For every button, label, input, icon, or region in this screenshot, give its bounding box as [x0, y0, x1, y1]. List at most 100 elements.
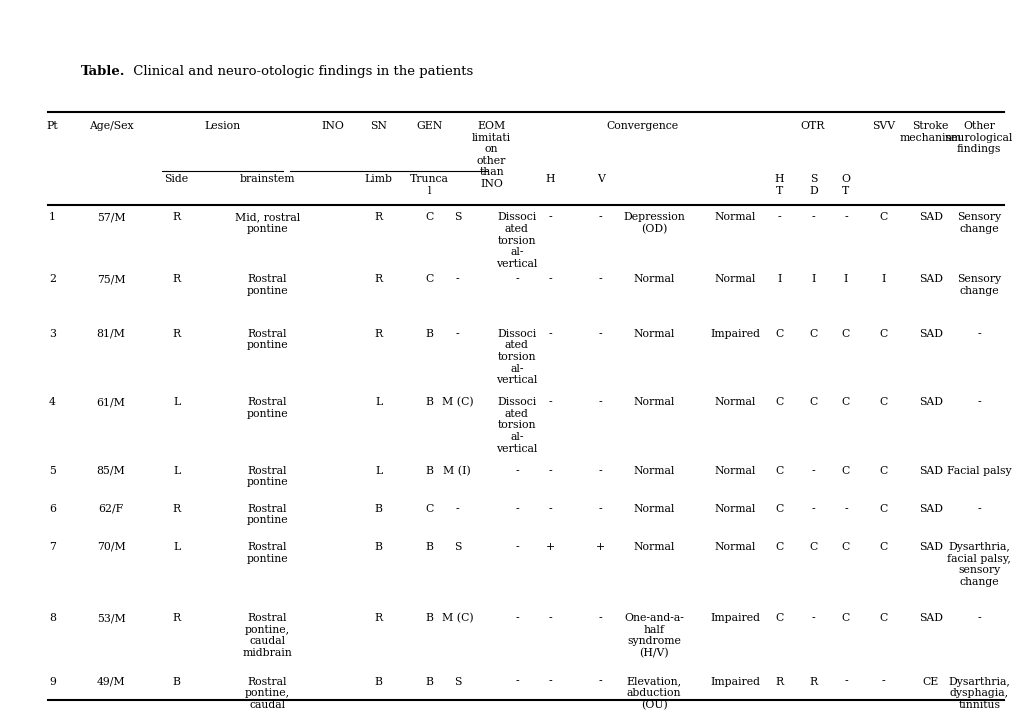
- Text: -: -: [598, 397, 602, 408]
- Text: -: -: [976, 397, 980, 408]
- Text: 70/M: 70/M: [97, 542, 125, 552]
- Text: -: -: [515, 274, 519, 284]
- Text: R: R: [172, 274, 180, 284]
- Text: Age/Sex: Age/Sex: [89, 121, 133, 131]
- Text: B: B: [374, 542, 382, 552]
- Text: 49/M: 49/M: [97, 677, 125, 686]
- Text: Dissoci
ated
torsion
al-
vertical: Dissoci ated torsion al- vertical: [495, 397, 537, 454]
- Text: -: -: [776, 212, 781, 222]
- Text: -: -: [515, 613, 519, 624]
- Text: C: C: [809, 329, 817, 339]
- Text: 53/M: 53/M: [97, 613, 125, 624]
- Text: H
T: H T: [773, 174, 784, 196]
- Text: C: C: [878, 212, 887, 222]
- Text: Normal: Normal: [633, 466, 675, 476]
- Text: -: -: [548, 397, 551, 408]
- Text: SVV: SVV: [871, 121, 894, 131]
- Text: B: B: [425, 329, 432, 339]
- Text: C: C: [425, 274, 433, 284]
- Text: 5: 5: [49, 466, 56, 476]
- Text: B: B: [374, 677, 382, 686]
- Text: SN: SN: [370, 121, 386, 131]
- Text: -: -: [811, 212, 815, 222]
- Text: -: -: [598, 212, 602, 222]
- Text: 1: 1: [49, 212, 56, 222]
- Text: -: -: [455, 504, 459, 514]
- Text: C: C: [425, 504, 433, 514]
- Text: M (C): M (C): [441, 613, 473, 624]
- Text: C: C: [774, 504, 783, 514]
- Text: H: H: [545, 174, 554, 184]
- Text: C: C: [878, 329, 887, 339]
- Text: C: C: [841, 329, 849, 339]
- Text: -: -: [811, 466, 815, 476]
- Text: Rostral
pontine: Rostral pontine: [247, 504, 288, 526]
- Text: -: -: [976, 504, 980, 514]
- Text: CE: CE: [922, 677, 937, 686]
- Text: I: I: [811, 274, 815, 284]
- Text: Impaired: Impaired: [709, 677, 759, 686]
- Text: -: -: [455, 274, 459, 284]
- Text: C: C: [774, 466, 783, 476]
- Text: -: -: [515, 677, 519, 686]
- Text: Other
neurological
findings: Other neurological findings: [945, 121, 1013, 154]
- Text: Stroke
mechanism: Stroke mechanism: [899, 121, 961, 143]
- Text: B: B: [425, 677, 432, 686]
- Text: -: -: [548, 504, 551, 514]
- Text: -: -: [598, 274, 602, 284]
- Text: Rostral
pontine: Rostral pontine: [247, 397, 288, 419]
- Text: O
T: O T: [841, 174, 850, 196]
- Text: I: I: [776, 274, 781, 284]
- Text: Rostral
pontine,
caudal
midbrain: Rostral pontine, caudal midbrain: [243, 613, 292, 658]
- Text: S: S: [453, 542, 461, 552]
- Text: Dissoci
ated
torsion
al-
vertical: Dissoci ated torsion al- vertical: [495, 329, 537, 385]
- Text: S: S: [453, 677, 461, 686]
- Text: Rostral
pontine,
caudal: Rostral pontine, caudal: [245, 677, 289, 710]
- Text: R: R: [374, 613, 382, 624]
- Text: +: +: [545, 542, 554, 552]
- Text: B: B: [425, 542, 432, 552]
- Text: C: C: [878, 542, 887, 552]
- Text: Sensory
change: Sensory change: [956, 212, 1001, 234]
- Text: Dissoci
ated
torsion
al-
vertical: Dissoci ated torsion al- vertical: [495, 212, 537, 269]
- Text: Lesion: Lesion: [204, 121, 239, 131]
- Text: C: C: [878, 613, 887, 624]
- Text: Normal: Normal: [713, 504, 755, 514]
- Text: -: -: [548, 613, 551, 624]
- Text: Sensory
change: Sensory change: [956, 274, 1001, 296]
- Text: One-and-a-
half
syndrome
(H/V): One-and-a- half syndrome (H/V): [624, 613, 684, 658]
- Text: C: C: [878, 397, 887, 408]
- Text: R: R: [774, 677, 783, 686]
- Text: Dysarthria,
dysphagia,
tinnitus: Dysarthria, dysphagia, tinnitus: [948, 677, 1009, 710]
- Text: Trunca
l: Trunca l: [410, 174, 448, 196]
- Text: Normal: Normal: [713, 212, 755, 222]
- Text: -: -: [598, 466, 602, 476]
- Text: -: -: [548, 329, 551, 339]
- Text: -: -: [811, 613, 815, 624]
- Text: SAD: SAD: [918, 613, 942, 624]
- Text: R: R: [374, 274, 382, 284]
- Text: -: -: [844, 212, 847, 222]
- Text: Normal: Normal: [713, 542, 755, 552]
- Text: B: B: [374, 504, 382, 514]
- Text: -: -: [598, 504, 602, 514]
- Text: 57/M: 57/M: [97, 212, 125, 222]
- Text: C: C: [774, 397, 783, 408]
- Text: M (I): M (I): [443, 466, 471, 476]
- Text: S: S: [453, 212, 461, 222]
- Text: C: C: [841, 466, 849, 476]
- Text: -: -: [548, 466, 551, 476]
- Text: C: C: [841, 542, 849, 552]
- Text: INO: INO: [321, 121, 344, 131]
- Text: C: C: [878, 504, 887, 514]
- Text: -: -: [844, 504, 847, 514]
- Text: -: -: [515, 504, 519, 514]
- Text: B: B: [425, 397, 432, 408]
- Text: Rostral
pontine: Rostral pontine: [247, 274, 288, 296]
- Text: Clinical and neuro-otologic findings in the patients: Clinical and neuro-otologic findings in …: [129, 65, 473, 78]
- Text: SAD: SAD: [918, 466, 942, 476]
- Text: 2: 2: [49, 274, 56, 284]
- Text: -: -: [515, 466, 519, 476]
- Text: SAD: SAD: [918, 274, 942, 284]
- Text: -: -: [811, 504, 815, 514]
